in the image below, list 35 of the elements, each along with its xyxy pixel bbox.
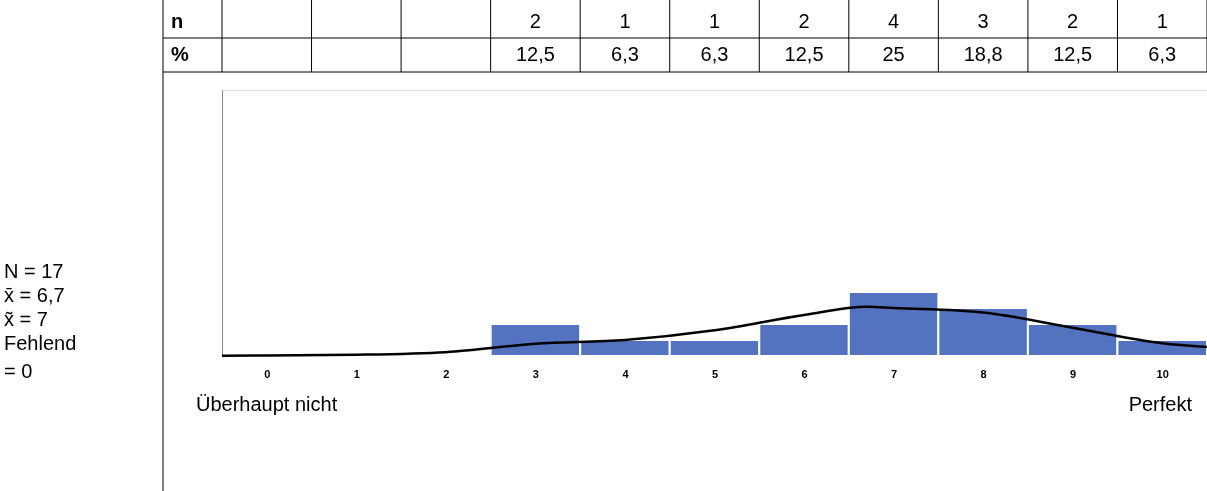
x-tick-label: 6 (801, 367, 808, 380)
text: 1 (1156, 10, 1168, 32)
text: 6,3 (700, 43, 729, 65)
text: 6,3 (611, 43, 639, 65)
x-tick-label: 0 (264, 367, 271, 380)
text: 18,8 (963, 43, 1003, 65)
text: 12,5 (515, 43, 555, 65)
text: 12,5 (1053, 43, 1093, 65)
x-tick-label: 10 (1156, 367, 1169, 380)
x-tick-label: 3 (532, 367, 539, 380)
text: 2 (1067, 10, 1079, 32)
text: 1 (708, 10, 721, 32)
text: Überhaupt nicht (196, 393, 338, 415)
text: 3 (977, 10, 989, 32)
text: Fehlend = 0 (4, 332, 77, 382)
text: 6,3 (1148, 43, 1177, 65)
text: N = 17 (4, 260, 64, 282)
text: Perfekt (1128, 393, 1193, 415)
text: 2 (798, 10, 810, 32)
text: x̄ = 6,7 (4, 284, 65, 306)
x-tick-label: 1 (353, 367, 360, 380)
x-tick-label: 5 (711, 367, 719, 380)
text: 25 (882, 43, 905, 65)
text: n (171, 10, 184, 32)
text: x̃ = 7 (4, 308, 48, 330)
x-tick-label: 9 (1070, 367, 1077, 380)
text: 12,5 (784, 43, 824, 65)
text: 1 (619, 10, 631, 32)
x-tick-label: 7 (891, 367, 898, 380)
text: 2 (529, 10, 541, 32)
text: % (171, 43, 189, 65)
x-tick-label: 8 (980, 367, 987, 380)
x-tick-label: 4 (622, 367, 630, 380)
x-tick-label: 2 (443, 367, 450, 380)
text: 4 (888, 10, 900, 32)
